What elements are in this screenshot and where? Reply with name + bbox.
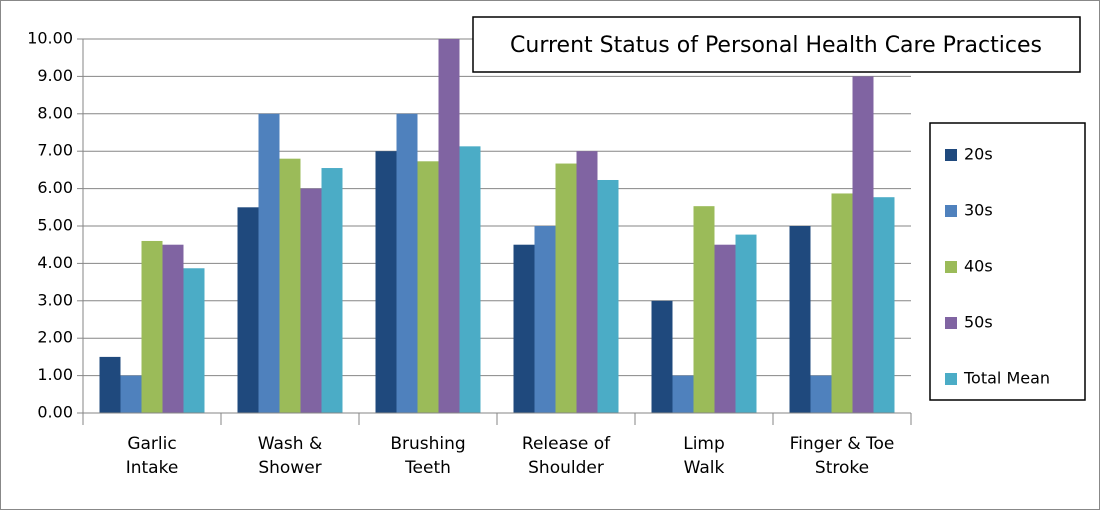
bar [258, 113, 280, 414]
x-tick-label: Brushing Teeth [390, 434, 466, 478]
x-tick-label: Release of Shoulder [521, 434, 611, 478]
bar [396, 113, 418, 414]
bar [534, 226, 556, 413]
bar [459, 146, 481, 413]
bar [672, 375, 694, 413]
y-tick-label: 5.00 [37, 216, 73, 235]
bar [162, 244, 184, 413]
legend-label: 30s [964, 201, 993, 220]
chart-title: Current Status of Personal Health Care P… [510, 33, 1042, 58]
x-tick-label: Wash & Shower [257, 434, 323, 478]
bar [873, 197, 895, 413]
bar [831, 193, 853, 413]
legend-swatch [945, 373, 957, 385]
x-tick-label: Garlic Intake [125, 434, 179, 478]
y-tick-label: 1.00 [37, 365, 73, 384]
x-tick-label: Finger & Toe Stroke [789, 434, 895, 478]
bar [714, 244, 736, 413]
bar [237, 207, 259, 413]
bar [279, 158, 301, 413]
y-tick-label: 2.00 [37, 328, 73, 347]
bar [693, 206, 715, 413]
y-tick-label: 8.00 [37, 103, 73, 122]
bar [597, 179, 619, 413]
legend-label: Total Mean [963, 369, 1050, 388]
y-tick-label: 0.00 [37, 403, 73, 422]
bar [417, 161, 439, 413]
bar [513, 244, 535, 413]
legend-label: 50s [964, 313, 993, 332]
bar [576, 151, 598, 413]
legend-swatch [945, 149, 957, 161]
bar [555, 163, 577, 413]
legend-swatch [945, 261, 957, 273]
y-tick-label: 7.00 [37, 141, 73, 160]
legend-label: 20s [964, 145, 993, 164]
legend-swatch [945, 317, 957, 329]
y-tick-label: 4.00 [37, 253, 73, 272]
y-tick-label: 10.00 [27, 29, 73, 48]
bar [852, 76, 874, 414]
bar [735, 234, 757, 413]
y-tick-label: 6.00 [37, 178, 73, 197]
bar [141, 240, 163, 413]
legend-label: 40s [964, 257, 993, 276]
bar [300, 188, 322, 413]
y-tick-label: 3.00 [37, 290, 73, 309]
title-box [472, 16, 1081, 73]
bar [120, 375, 142, 413]
bar [99, 356, 121, 413]
x-tick-label: Limp Walk [683, 434, 725, 478]
bar [321, 168, 343, 413]
bar [651, 300, 673, 413]
bar [375, 151, 397, 413]
bar [183, 268, 205, 413]
y-tick-label: 9.00 [37, 66, 73, 85]
bar [789, 226, 811, 413]
legend-swatch [945, 205, 957, 217]
bar [438, 39, 460, 413]
bar [810, 375, 832, 413]
